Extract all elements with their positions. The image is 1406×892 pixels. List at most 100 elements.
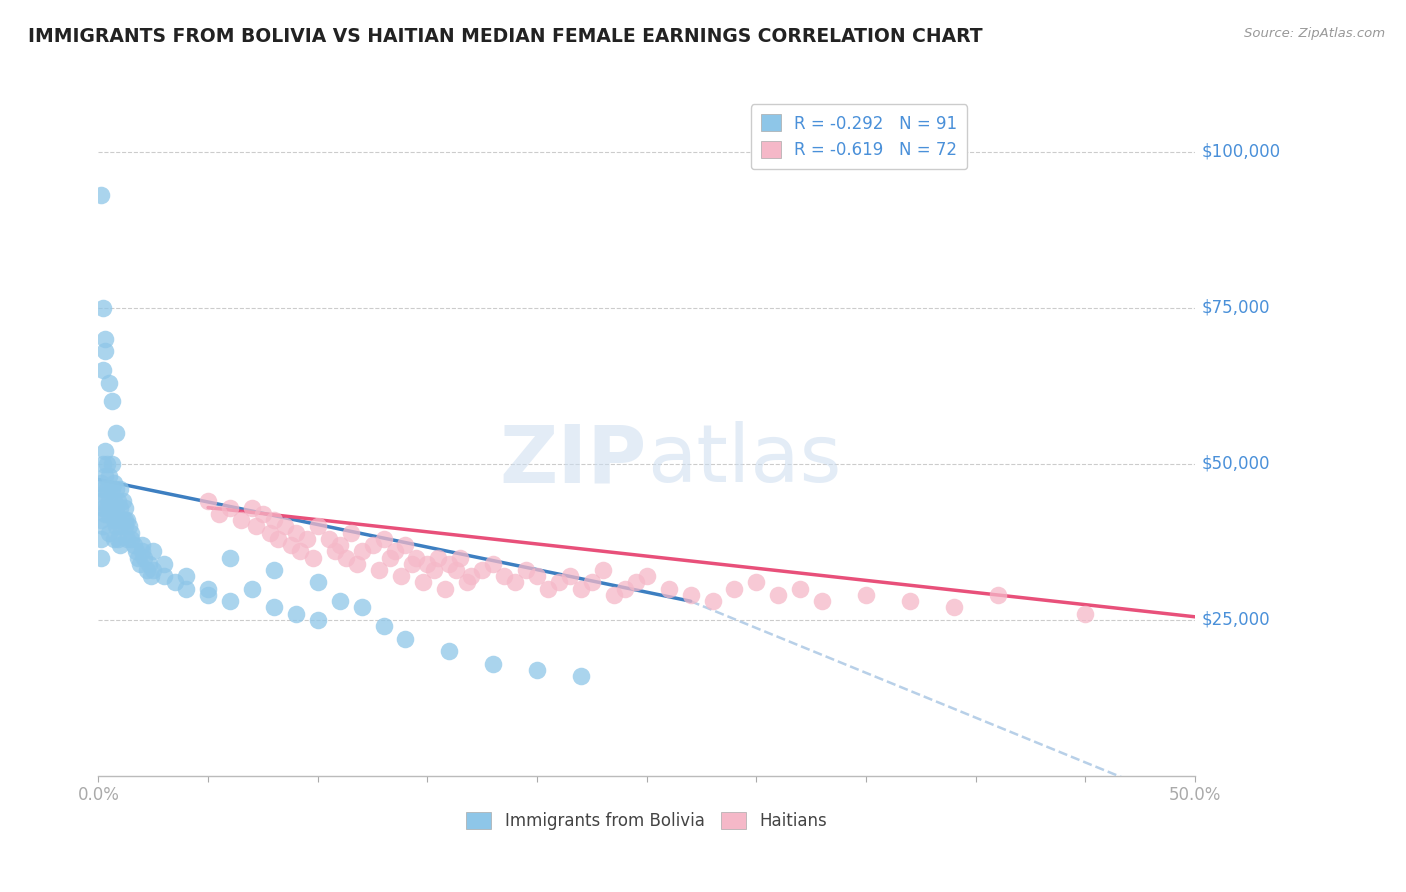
Text: $25,000: $25,000 (1202, 611, 1270, 629)
Point (361, 538, 384, 552)
Point (174, 582, 197, 596)
Point (96, 482, 118, 496)
Point (100, 482, 122, 496)
Point (208, 507, 231, 521)
Point (104, 482, 127, 496)
Text: IMMIGRANTS FROM BOLIVIA VS HAITIAN MEDIAN FEMALE EARNINGS CORRELATION CHART: IMMIGRANTS FROM BOLIVIA VS HAITIAN MEDIA… (28, 27, 983, 45)
Point (412, 575, 434, 590)
Point (384, 544, 406, 558)
Point (98, 507, 121, 521)
Point (142, 544, 165, 558)
Point (114, 500, 136, 515)
Point (98, 494, 121, 508)
Text: atlas: atlas (647, 421, 841, 500)
Point (174, 569, 197, 583)
Point (103, 532, 125, 546)
Point (449, 550, 471, 565)
Point (107, 513, 129, 527)
Point (252, 507, 274, 521)
Point (90, 494, 112, 508)
Point (240, 500, 263, 515)
Point (153, 557, 176, 571)
Point (91, 500, 114, 515)
Point (90, 513, 112, 527)
Point (613, 582, 636, 596)
Point (240, 582, 263, 596)
Point (94, 444, 117, 458)
Point (91, 301, 114, 315)
Point (274, 519, 297, 533)
Point (96, 457, 118, 471)
Point (307, 613, 329, 627)
Point (624, 575, 647, 590)
Point (378, 550, 401, 565)
Point (114, 519, 136, 533)
Point (98, 469, 121, 483)
Point (569, 582, 592, 596)
Point (94, 344, 117, 359)
Point (110, 500, 132, 515)
Point (94, 332, 117, 346)
Point (115, 532, 138, 546)
Point (592, 563, 614, 577)
Point (100, 394, 122, 409)
Point (104, 425, 127, 440)
Text: Source: ZipAtlas.com: Source: ZipAtlas.com (1244, 27, 1385, 40)
Point (581, 575, 603, 590)
Point (558, 569, 581, 583)
Point (245, 519, 267, 533)
Point (91, 482, 114, 496)
Point (471, 563, 494, 577)
Text: $100,000: $100,000 (1202, 143, 1281, 161)
Point (118, 519, 141, 533)
Legend: Immigrants from Bolivia, Haitians: Immigrants from Bolivia, Haitians (460, 805, 834, 837)
Point (197, 588, 219, 602)
Point (335, 550, 357, 565)
Point (658, 582, 681, 596)
Point (100, 500, 122, 515)
Point (768, 588, 790, 602)
Point (91, 363, 114, 377)
Point (482, 657, 505, 671)
Point (125, 544, 148, 558)
Point (295, 532, 318, 546)
Point (368, 563, 391, 577)
Point (259, 525, 281, 540)
Point (444, 563, 467, 577)
Point (90, 475, 112, 490)
Point (111, 494, 134, 508)
Point (114, 513, 136, 527)
Point (219, 594, 242, 608)
Point (120, 525, 142, 540)
Point (127, 550, 149, 565)
Point (90, 532, 112, 546)
Point (103, 494, 125, 508)
Point (329, 538, 352, 552)
Point (104, 500, 127, 515)
Point (373, 619, 395, 633)
Point (389, 569, 412, 583)
Point (702, 594, 724, 608)
Point (135, 563, 157, 577)
Point (138, 557, 160, 571)
Point (942, 600, 965, 615)
Point (98, 376, 121, 390)
Point (423, 563, 446, 577)
Point (110, 538, 132, 552)
Point (122, 538, 145, 552)
Point (111, 513, 134, 527)
Point (115, 513, 138, 527)
Point (280, 538, 302, 552)
Point (302, 550, 325, 565)
Point (197, 494, 219, 508)
Point (307, 519, 329, 533)
Point (346, 557, 368, 571)
Point (433, 582, 456, 596)
Point (263, 513, 285, 527)
Point (219, 550, 242, 565)
Point (494, 569, 516, 583)
Point (284, 525, 307, 540)
Point (104, 519, 127, 533)
Point (103, 513, 125, 527)
Point (439, 557, 461, 571)
